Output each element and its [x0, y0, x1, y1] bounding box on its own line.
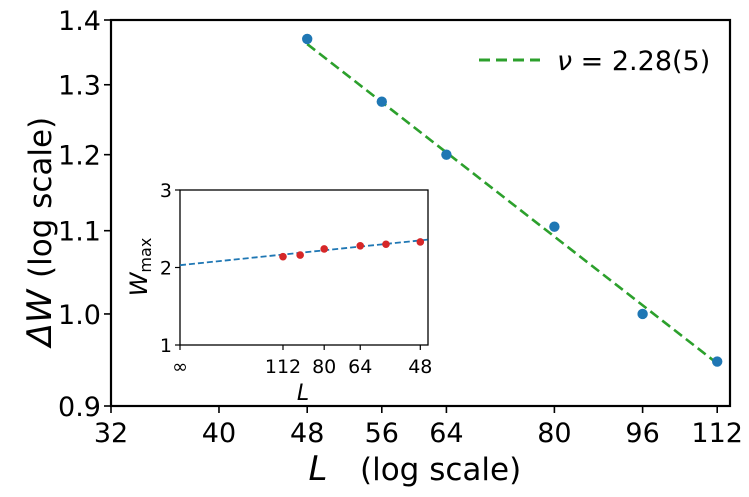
main-y-tick-label: 1.4 — [58, 6, 101, 37]
inset-x-tick-label: 64 — [348, 356, 372, 378]
inset-data-point — [416, 238, 425, 246]
main-x-tick-label: 112 — [691, 418, 743, 449]
main-x-tick-label: 48 — [290, 418, 324, 449]
legend-label-value: = 2.28(5) — [572, 46, 710, 77]
main-y-tick-label: 0.9 — [58, 392, 101, 423]
main-data-point — [302, 33, 313, 45]
inset-data-point — [296, 251, 304, 259]
legend: ν = 2.28(5) — [479, 46, 710, 77]
inset-y-axis-label: Wmax — [125, 238, 155, 297]
inset-y-axis-label-sub: max — [136, 238, 155, 273]
inset-data-point — [356, 242, 365, 250]
main-x-axis-label-suffix: (log scale) — [360, 452, 521, 488]
inset-y-axis-label-main: W — [125, 271, 153, 296]
main-data-point — [376, 96, 387, 107]
main-x-tick-label: 32 — [94, 418, 128, 449]
main-plot-frame — [109, 18, 732, 408]
inset-x-tick-label: 112 — [265, 356, 301, 378]
inset-y-tick-label: 2 — [160, 258, 172, 280]
main-series — [302, 33, 723, 367]
inset-data-point — [382, 240, 390, 249]
inset-x-axis-label: L — [297, 381, 309, 406]
inset-chart: ∞ 112 80 64 48 1 2 3 L Wmax — [125, 180, 432, 406]
main-y-tick-label: 1.1 — [58, 217, 101, 248]
main-y-ticks: 0.9 1.0 1.1 1.2 1.3 1.4 — [58, 6, 111, 423]
inset-x-tick-label: ∞ — [172, 356, 188, 378]
main-y-tick-label: 1.3 — [58, 71, 101, 102]
main-y-tick-label: 1.0 — [58, 300, 101, 331]
legend-label-nu: ν — [557, 46, 572, 77]
main-data-point — [549, 221, 560, 232]
legend-label: ν = 2.28(5) — [557, 46, 710, 77]
main-x-tick-label: 56 — [365, 418, 399, 449]
main-y-tick-label: 1.2 — [58, 141, 101, 172]
main-x-tick-label: 80 — [537, 418, 571, 449]
main-y-axis-label-suffix: (log scale) — [23, 117, 59, 278]
main-data-point — [637, 308, 648, 320]
inset-x-tick-label: 48 — [408, 356, 432, 378]
inset-background — [180, 190, 428, 345]
main-data-point — [441, 149, 452, 160]
main-x-tick-label: 40 — [202, 418, 236, 449]
main-x-ticks: 32 40 48 56 64 80 96 112 — [94, 406, 743, 449]
main-fit-line — [306, 43, 719, 365]
main-chart: 32 40 48 56 64 80 96 112 0.91.01.11.21.31.4 L (… — [20, 6, 743, 489]
main-data-point — [712, 356, 723, 367]
main-x-tick-label: 64 — [429, 418, 463, 449]
inset-x-tick-label: 80 — [312, 356, 336, 378]
inset-series — [179, 238, 429, 267]
inset-data-point — [320, 245, 328, 253]
main-x-axis-label: L — [309, 449, 328, 489]
inset-data-point — [279, 252, 287, 261]
inset-y-tick-label: 1 — [160, 335, 172, 357]
inset-y-tick-label: 3 — [160, 180, 172, 202]
main-x-tick-label: 96 — [625, 418, 659, 449]
inset-x-ticks: ∞ 112 80 64 48 — [172, 345, 432, 378]
main-y-axis-label: ΔW — [20, 288, 60, 349]
inset-y-ticks: 1 2 3 — [160, 180, 180, 357]
